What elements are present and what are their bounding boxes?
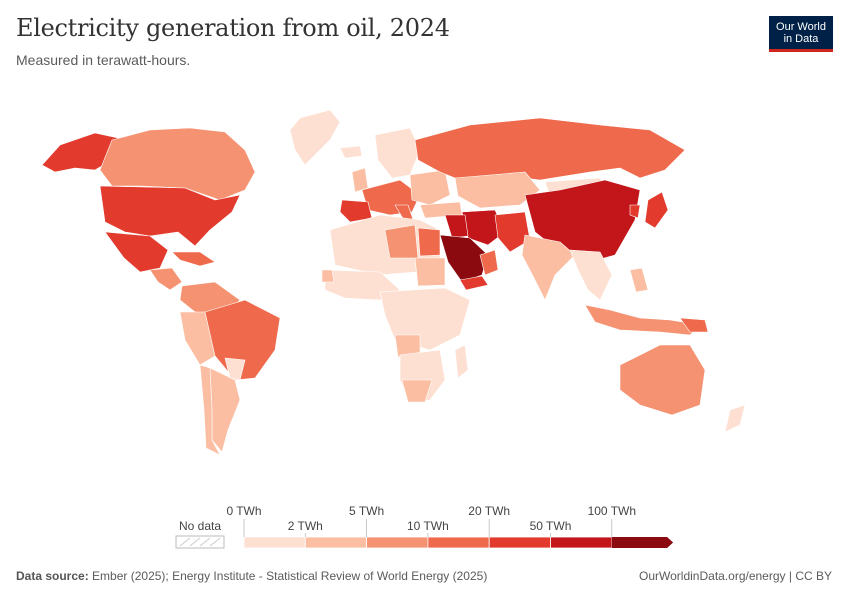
country-sudan[interactable] [414,257,446,287]
legend-tick-label: 2 TWh [288,519,323,533]
legend-no-data-hatch [209,537,221,547]
country-argentina[interactable] [209,367,241,453]
legend-tick-label: 100 TWh [588,504,636,518]
region-scandinavia[interactable] [374,127,421,179]
country-iraq[interactable] [444,214,469,239]
country-chile[interactable] [199,364,221,456]
country-philippines[interactable] [629,267,649,293]
legend-bin[interactable] [427,536,490,549]
country-spain[interactable] [339,199,373,223]
country-india[interactable] [521,234,576,301]
legend-tick-label: 0 TWh [226,504,261,518]
legend-tick-label: 5 TWh [349,504,384,518]
legend-bin[interactable] [366,536,429,549]
logo-line-1: Our World [776,21,826,33]
chart-title: Electricity generation from oil, 2024 [16,14,450,42]
country-papua-new-guinea[interactable] [679,317,709,333]
country-russia[interactable] [414,117,686,181]
country-pakistan[interactable] [494,211,531,253]
chart-subtitle: Measured in terawatt-hours. [16,52,191,68]
region-caribbean[interactable] [171,251,216,267]
country-greenland[interactable] [289,109,341,166]
legend-no-data-swatch [175,535,225,549]
legend-bin[interactable] [243,536,306,549]
credit-link[interactable]: OurWorldinData.org/energy | CC BY [639,569,832,583]
legend-tick-label: 50 TWh [530,519,572,533]
country-egypt[interactable] [417,227,441,257]
data-source: Data source: Ember (2025); Energy Instit… [16,569,487,583]
logo-line-2: in Data [783,33,819,45]
country-new-zealand[interactable] [724,404,746,433]
legend-no-data-hatch [199,537,211,547]
country-libya[interactable] [384,224,419,259]
country-korea[interactable] [629,204,641,219]
region-central-america[interactable] [149,267,183,291]
region-se-asia[interactable] [569,249,613,301]
region-central-asia[interactable] [454,171,541,209]
legend-bin[interactable] [611,537,674,548]
country-uk[interactable] [351,167,369,193]
country-japan[interactable] [644,191,669,229]
legend-no-data-hatch [179,537,191,547]
legend-tick-label: 20 TWh [468,504,510,518]
country-iceland[interactable] [339,145,363,159]
country-saudi-arabia[interactable] [439,234,489,283]
country-madagascar[interactable] [454,344,469,379]
country-oman-uae[interactable] [479,249,499,276]
region-eastern-europe[interactable] [409,169,451,206]
data-source-text: Ember (2025); Energy Institute - Statist… [92,569,488,583]
country-mexico[interactable] [104,231,169,273]
legend-no-data-hatch [189,537,201,547]
country-paraguay[interactable] [224,357,246,381]
legend-tick-label: 10 TWh [407,519,449,533]
region-central-africa[interactable] [379,287,471,351]
world-map [41,109,746,456]
owid-logo[interactable]: Our World in Data [769,16,833,52]
legend-bin[interactable] [488,536,551,549]
country-yemen[interactable] [459,275,489,291]
data-source-label: Data source: [16,569,89,583]
country-south-africa[interactable] [401,379,433,403]
legend-no-data-label: No data [179,519,221,533]
country-usa[interactable] [99,185,241,247]
legend-bin[interactable] [550,536,613,549]
country-senegal[interactable] [321,269,335,283]
country-australia[interactable] [619,344,706,416]
legend-bin[interactable] [304,536,367,549]
country-peru-bolivia[interactable] [179,311,216,366]
